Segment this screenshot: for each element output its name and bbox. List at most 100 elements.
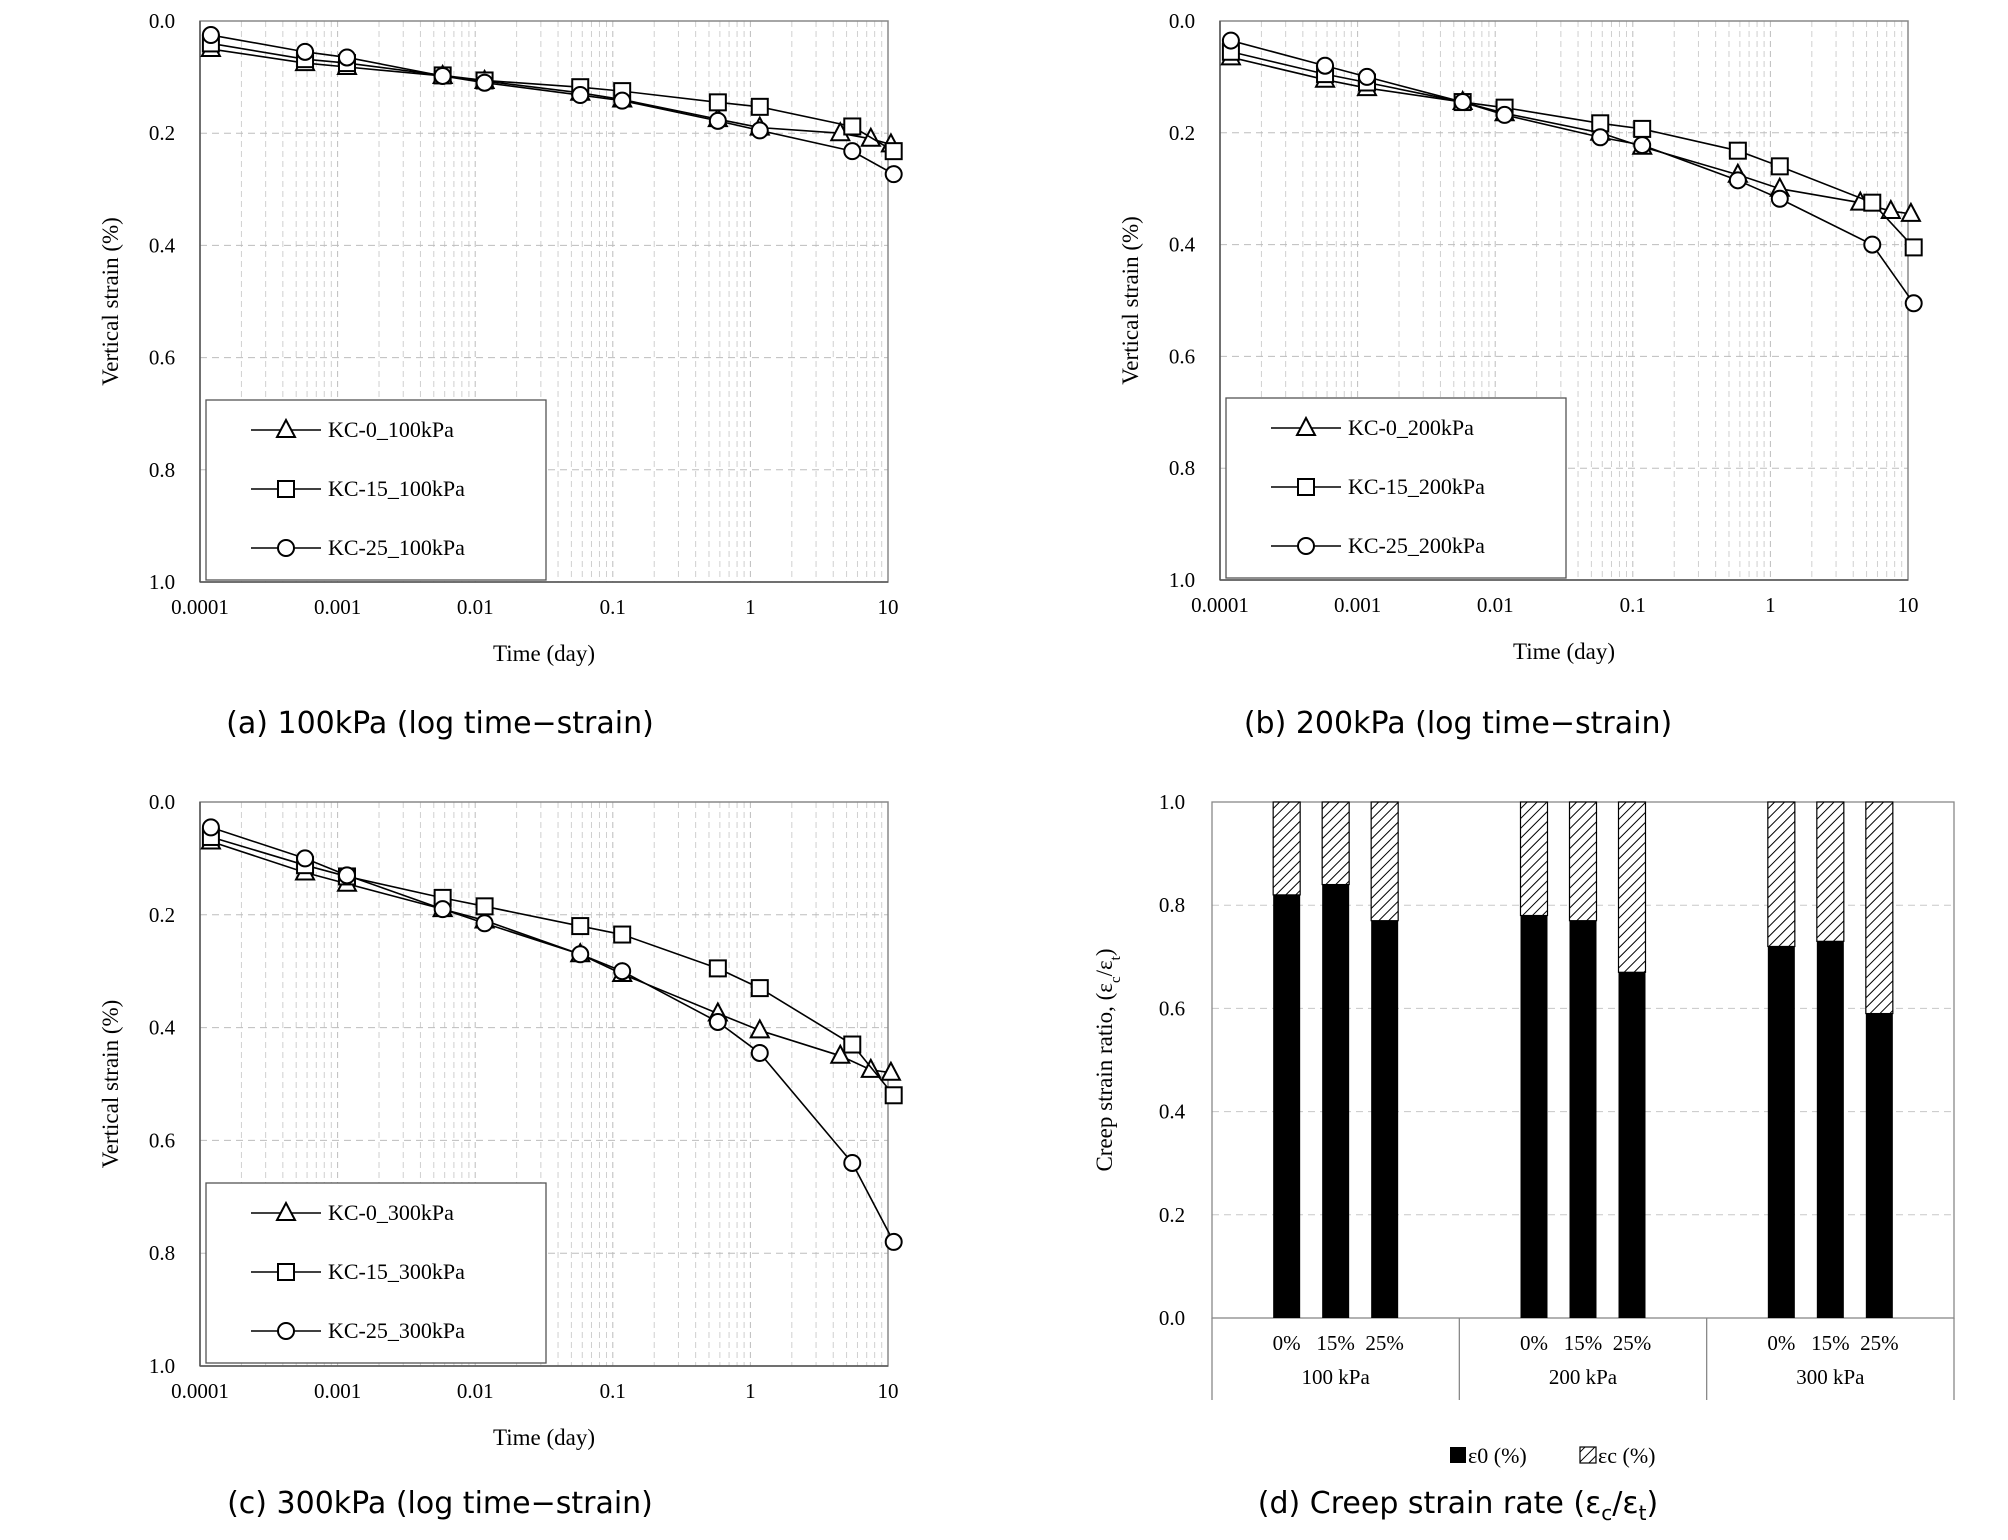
bar-ec	[1865, 801, 1894, 1015]
x-tick-label: 1	[745, 1379, 756, 1403]
x-tick-label: 0.001	[1334, 593, 1381, 617]
data-point-circle	[750, 121, 769, 140]
data-point-square	[475, 897, 494, 916]
chart-d-svg: 0.0 0.2 0.4 0.6 0.8 1.0 Creep strain ratio, (ε…	[1092, 790, 1955, 1468]
bar-e0	[1322, 884, 1350, 1318]
bar-ec	[1568, 801, 1598, 922]
legend-label: KC-25_200kPa	[1348, 533, 1485, 558]
legend-marker-triangle	[275, 417, 297, 438]
x-tick-label: 0.01	[1477, 593, 1514, 617]
data-point-circle	[337, 866, 356, 885]
bar-ec	[1321, 801, 1350, 886]
caption-d-mid: /ε	[1612, 1486, 1639, 1521]
data-point-circle	[337, 48, 356, 67]
x-tick-label: 0.001	[314, 595, 361, 619]
y-tick-label: 1.0	[149, 570, 175, 594]
data-point-circle	[433, 900, 452, 919]
legend-label: KC-0_200kPa	[1348, 415, 1474, 440]
data-point-circle	[843, 1153, 862, 1172]
data-point-circle	[571, 945, 590, 964]
chart-panel-a: 0.0 0.2 0.4 0.6 0.8 1.0 0.0001 0.001 0.01 0.1 1 10 T…	[0, 0, 1004, 760]
series-circle	[201, 26, 903, 184]
x-tick-label: 0.0001	[171, 595, 229, 619]
x-tick-label: 1	[745, 595, 756, 619]
data-point-circle	[1316, 56, 1335, 75]
y-tick-label: 0.2	[149, 121, 175, 145]
y-tick-label: 0.8	[1159, 893, 1185, 917]
series-circle	[1221, 31, 1923, 313]
legend-label: εc (%)	[1598, 1443, 1655, 1468]
data-point-circle	[475, 914, 494, 933]
data-point-circle	[1591, 128, 1610, 147]
y-tick-label: 0.0	[1159, 1306, 1185, 1330]
data-point-circle	[884, 1232, 903, 1251]
legend-marker-triangle	[275, 1200, 297, 1221]
data-point-circle	[613, 962, 632, 981]
y-axis-title: Vertical strain (%)	[98, 1000, 123, 1169]
data-point-square	[1728, 141, 1747, 160]
series-circle	[201, 818, 903, 1251]
x-tick-label: 0.1	[600, 595, 626, 619]
category-label: 25%	[1613, 1331, 1652, 1355]
data-point-square	[884, 142, 903, 161]
x-axis-title: Time (day)	[493, 641, 595, 666]
category-label: 25%	[1365, 1331, 1404, 1355]
data-point-square	[571, 917, 590, 936]
data-point-circle	[433, 66, 452, 85]
category-label: 15%	[1564, 1331, 1603, 1355]
legend: KC-0_100kPa KC-15_100kPa KC-25_100kPa	[205, 399, 547, 581]
data-point-circle	[296, 42, 315, 61]
legend-label: KC-15_200kPa	[1348, 474, 1485, 499]
bar-e0	[1767, 946, 1795, 1318]
legend-marker-square	[1297, 478, 1315, 496]
bar-ec	[1370, 801, 1399, 922]
x-tick-label: 0.1	[600, 1379, 626, 1403]
y-tick-label: 0.8	[1169, 456, 1195, 480]
x-tick-label: 0.1	[1620, 593, 1646, 617]
data-point-circle	[1221, 31, 1240, 50]
bar-e0	[1618, 972, 1646, 1318]
data-point-square	[708, 93, 727, 112]
y-tick-label: 0.8	[149, 1241, 175, 1265]
group-label: 100 kPa	[1302, 1365, 1371, 1389]
caption-d-suffix: )	[1646, 1486, 1659, 1521]
data-point-circle	[1770, 189, 1789, 208]
x-tick-label: 1	[1765, 593, 1776, 617]
y-tick-label: 0.4	[1169, 233, 1196, 257]
y-tick-label: 0.6	[149, 346, 175, 370]
data-point-circle	[201, 26, 220, 45]
bar-e0	[1865, 1013, 1893, 1318]
chart-panel-b: 0.0 0.2 0.4 0.6 0.8 1.0 0.0001 0.001 0.01 0.1 1 10 T…	[1004, 0, 2008, 760]
data-point-circle	[884, 165, 903, 184]
data-point-circle	[1453, 93, 1472, 112]
category-label: 0%	[1520, 1331, 1548, 1355]
caption-c: (c) 300kPa (log time−strain)	[227, 1486, 653, 1521]
bar-group	[1519, 801, 1647, 1318]
bar-ec	[1816, 801, 1845, 942]
x-tick-label: 0.0001	[171, 1379, 229, 1403]
data-point-circle	[475, 73, 494, 92]
chart-a-svg: 0.0 0.2 0.4 0.6 0.8 1.00.0001 0.001 0.01 0.1 1 10 T…	[98, 9, 903, 666]
data-point-square	[750, 97, 769, 116]
bar-e0	[1569, 920, 1597, 1318]
x-tick-label: 10	[878, 1379, 899, 1403]
legend-label: KC-0_300kPa	[328, 1200, 454, 1225]
y-tick-label: 1.0	[1169, 568, 1195, 592]
legend-swatch-e0	[1450, 1447, 1466, 1463]
legend: KC-0_300kPa KC-15_300kPa KC-25_300kPa	[205, 1182, 547, 1364]
bar-e0	[1371, 920, 1399, 1318]
data-point-square	[1863, 193, 1882, 212]
category-label: 15%	[1316, 1331, 1355, 1355]
legend-label: KC-25_300kPa	[328, 1318, 465, 1343]
y-tick-label: 0.4	[149, 1016, 176, 1040]
y-tick-label: 0.4	[149, 233, 176, 257]
legend-marker-square	[277, 480, 295, 498]
data-point-square	[1633, 119, 1652, 138]
caption-a: (a) 100kPa (log time−strain)	[226, 706, 654, 741]
data-point-square	[613, 925, 632, 944]
bar-ec	[1519, 801, 1549, 917]
data-point-circle	[708, 1012, 727, 1031]
data-point-square	[843, 1035, 862, 1054]
data-point-square	[1770, 157, 1789, 176]
y-tick-label: 0.6	[1159, 996, 1185, 1020]
